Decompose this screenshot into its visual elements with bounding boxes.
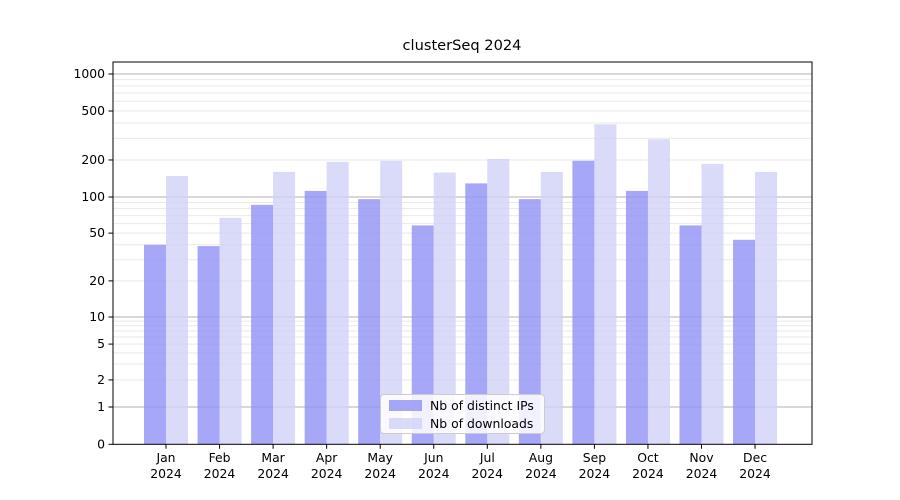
y-tick-label-0: 0 xyxy=(97,436,105,451)
x-tick-label-month-sep: Sep xyxy=(583,450,606,465)
legend-item-downloads: Nb of downloads xyxy=(389,416,536,431)
x-tick-label-year-may: 2024 xyxy=(364,466,396,481)
y-tick-label-1000: 1000 xyxy=(73,66,105,81)
bar-downloads-dec xyxy=(755,171,778,445)
legend-label-downloads: Nb of downloads xyxy=(430,415,534,431)
y-tick-label-50: 50 xyxy=(89,225,105,240)
x-tick-label-year-apr: 2024 xyxy=(311,466,343,481)
y-tick-label-1: 1 xyxy=(97,399,105,414)
bar-distinct-ips-jul xyxy=(465,183,488,445)
x-tick-label-year-aug: 2024 xyxy=(525,466,557,481)
x-axis-ticks: Jan2024Feb2024Mar2024Apr2024May2024Jun20… xyxy=(150,444,771,481)
legend-label-distinct-ips: Nb of distinct IPs xyxy=(430,397,534,413)
bar-downloads-feb xyxy=(219,217,242,445)
y-tick-label-100: 100 xyxy=(81,189,105,204)
bar-distinct-ips-jun xyxy=(411,225,434,445)
x-tick-label-month-feb: Feb xyxy=(209,450,231,465)
y-axis-ticks: 0 1 2 5 10 20 50 100 200 500 1000 xyxy=(73,66,113,451)
plot-border xyxy=(112,61,813,445)
x-tick-label-month-oct: Oct xyxy=(637,450,659,465)
y-tick-label-200: 200 xyxy=(81,152,105,167)
x-tick-label-month-may: May xyxy=(367,450,393,465)
bar-distinct-ips-may xyxy=(358,199,381,445)
x-tick-label-year-jul: 2024 xyxy=(472,466,504,481)
x-tick-label-month-apr: Apr xyxy=(316,450,338,465)
x-tick-label-month-jul: Jul xyxy=(479,450,495,465)
axes-spines xyxy=(112,61,813,445)
bar-downloads-aug xyxy=(540,171,563,445)
bar-downloads-jun xyxy=(433,172,456,445)
y-tick-label-5: 5 xyxy=(97,336,105,351)
bar-distinct-ips-mar xyxy=(251,204,274,445)
x-tick-label-month-nov: Nov xyxy=(689,450,713,465)
bar-distinct-ips-aug xyxy=(518,199,541,445)
x-tick-label-month-aug: Aug xyxy=(529,450,553,465)
bar-downloads-jul xyxy=(487,158,510,445)
y-tick-label-500: 500 xyxy=(81,103,105,118)
x-tick-label-year-mar: 2024 xyxy=(257,466,289,481)
bar-distinct-ips-feb xyxy=(197,246,220,445)
legend-swatch-distinct-ips xyxy=(389,399,422,411)
bar-distinct-ips-nov xyxy=(679,225,702,445)
x-tick-label-month-dec: Dec xyxy=(743,450,767,465)
bars xyxy=(144,124,778,445)
bar-downloads-apr xyxy=(326,161,349,445)
x-tick-label-year-jan: 2024 xyxy=(150,466,182,481)
x-tick-label-year-feb: 2024 xyxy=(204,466,236,481)
bar-distinct-ips-apr xyxy=(304,190,327,445)
bar-downloads-nov xyxy=(701,163,724,445)
x-tick-label-year-sep: 2024 xyxy=(579,466,611,481)
legend-swatch-downloads xyxy=(389,417,422,429)
chart-title: clusterSeq 2024 xyxy=(403,37,522,54)
x-tick-label-year-oct: 2024 xyxy=(632,466,664,481)
bar-distinct-ips-sep xyxy=(572,160,595,445)
x-tick-label-month-jun: Jun xyxy=(423,450,443,465)
legend: Nb of distinct IPs Nb of downloads xyxy=(380,394,545,434)
x-tick-label-month-jan: Jan xyxy=(155,450,175,465)
x-tick-label-year-nov: 2024 xyxy=(686,466,718,481)
y-tick-label-10: 10 xyxy=(89,309,105,324)
bar-distinct-ips-jan xyxy=(144,244,166,445)
y-tick-label-20: 20 xyxy=(89,273,105,288)
x-tick-label-year-dec: 2024 xyxy=(739,466,771,481)
y-tick-label-2: 2 xyxy=(97,372,105,387)
bar-downloads-jan xyxy=(166,176,188,445)
bar-distinct-ips-oct xyxy=(625,190,648,445)
bar-downloads-mar xyxy=(273,171,296,445)
x-tick-label-year-jun: 2024 xyxy=(418,466,450,481)
x-tick-label-month-mar: Mar xyxy=(261,450,285,465)
bar-downloads-sep xyxy=(594,124,617,445)
bar-downloads-may xyxy=(380,160,403,445)
bar-downloads-oct xyxy=(647,139,670,445)
bar-distinct-ips-dec xyxy=(733,239,756,445)
legend-item-distinct-ips: Nb of distinct IPs xyxy=(389,398,536,413)
